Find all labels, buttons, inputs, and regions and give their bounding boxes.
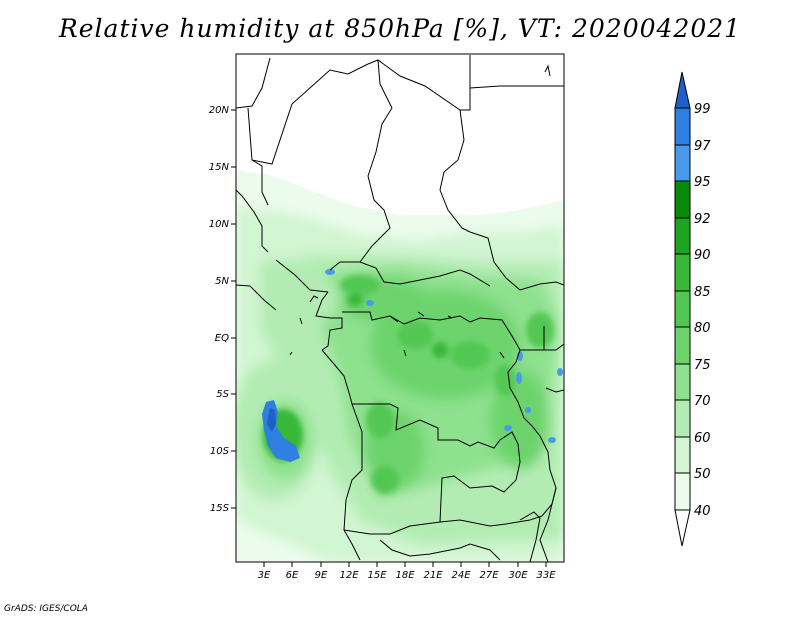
lon-tick-label: 24E [451, 570, 471, 581]
colorbar-label: 95 [694, 175, 711, 190]
lat-tick-label: 5S [216, 389, 229, 400]
axis-ticks [231, 109, 547, 567]
colorbar-label: 97 [694, 139, 711, 154]
lat-tick-label: 10S [210, 446, 230, 457]
colorbar-segment [674, 107, 691, 146]
lat-tick-label: EQ [215, 333, 229, 344]
lon-tick-label: 6E [286, 570, 299, 581]
colorbar-label: 99 [694, 102, 711, 117]
colorbar-label: 60 [694, 431, 711, 446]
lon-tick-label: 33E [536, 570, 556, 581]
colorbar-label: 50 [694, 467, 711, 482]
colorbar-label: 70 [694, 394, 711, 409]
lon-tick-label: 18E [395, 570, 415, 581]
lon-tick-label: 27E [479, 570, 499, 581]
map-frame [235, 53, 565, 563]
lon-tick-label: 3E [258, 570, 271, 581]
colorbar-segment [674, 472, 691, 511]
colorbar-segment [674, 180, 691, 219]
lon-tick-label: 21E [423, 570, 443, 581]
colorbar-segment [674, 217, 691, 255]
map-title: Relative humidity at 850hPa [%], VT: 202… [58, 14, 742, 43]
colorbar-segment [674, 290, 691, 328]
humidity-field [236, 54, 564, 562]
colorbar-label: 75 [694, 358, 711, 373]
borders [236, 55, 564, 562]
lat-tick-label: 15S [210, 503, 230, 514]
colorbar-segment [674, 363, 691, 401]
lon-tick-label: 12E [339, 570, 359, 581]
colorbar-label: 85 [694, 285, 711, 300]
lat-tick-label: 20N [209, 105, 230, 116]
lat-tick-label: 15N [209, 162, 230, 173]
colorbar-top-arrow [674, 71, 691, 109]
colorbar-label: 40 [694, 504, 711, 519]
colorbar-label: 92 [694, 212, 711, 227]
lat-tick-label: 10N [209, 219, 230, 230]
colorbar-labels: 99 97 95 92 90 85 80 75 70 60 50 40 [694, 102, 711, 519]
grads-credit: GrADS: IGES/COLA [4, 604, 88, 614]
colorbar-segment [674, 253, 691, 292]
lon-tick-label: 15E [367, 570, 387, 581]
colorbar-segment [674, 399, 691, 438]
colorbar [674, 71, 691, 547]
colorbar-segment [674, 144, 691, 182]
colorbar-label: 80 [694, 321, 711, 336]
lon-tick-label: 30E [508, 570, 528, 581]
colorbar-bottom-arrow [674, 509, 691, 547]
lon-tick-label: 9E [315, 570, 328, 581]
colorbar-segment [674, 436, 691, 474]
colorbar-segment [674, 326, 691, 365]
lat-tick-label: 5N [215, 276, 229, 287]
colorbar-label: 90 [694, 248, 711, 263]
